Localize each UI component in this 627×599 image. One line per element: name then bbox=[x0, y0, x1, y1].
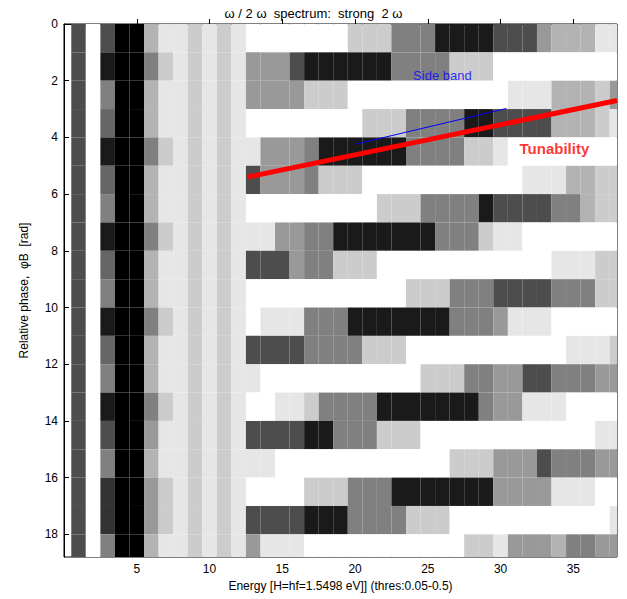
svg-text:Side band: Side band bbox=[413, 68, 472, 83]
svg-text:18: 18 bbox=[45, 527, 59, 541]
svg-text:8: 8 bbox=[51, 244, 58, 258]
svg-text:0: 0 bbox=[51, 17, 58, 31]
svg-text:15: 15 bbox=[276, 562, 290, 576]
svg-text:Energy [H=hf=1.5498 eV]] (thre: Energy [H=hf=1.5498 eV]] (thres:0.05-0.5… bbox=[228, 579, 452, 593]
svg-text:Tunability: Tunability bbox=[520, 140, 590, 157]
svg-text:35: 35 bbox=[567, 562, 581, 576]
svg-text:25: 25 bbox=[421, 562, 435, 576]
svg-text:Relative phase, φB [rad]: Relative phase, φB [rad] bbox=[17, 223, 31, 359]
svg-text:14: 14 bbox=[45, 414, 59, 428]
svg-text:6: 6 bbox=[51, 187, 58, 201]
svg-text:2: 2 bbox=[51, 74, 58, 88]
svg-text:16: 16 bbox=[45, 471, 59, 485]
svg-text:5: 5 bbox=[133, 562, 140, 576]
svg-text:30: 30 bbox=[494, 562, 508, 576]
svg-text:20: 20 bbox=[348, 562, 362, 576]
svg-text:10: 10 bbox=[45, 301, 59, 315]
svg-text:10: 10 bbox=[203, 562, 217, 576]
svg-text:4: 4 bbox=[51, 130, 58, 144]
svg-text:ω / 2 ω spectrum: strong 2: ω / 2 ω spectrum: strong 2 ω bbox=[225, 6, 403, 21]
svg-text:12: 12 bbox=[45, 357, 59, 371]
